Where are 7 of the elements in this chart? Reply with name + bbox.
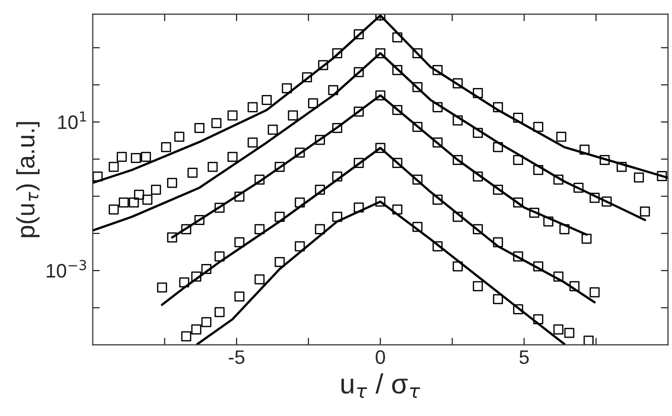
x-tick-label: -5 — [228, 350, 244, 364]
y-tick-label: 10$^{−3}$ — [46, 260, 86, 278]
x-tick-label: 0 — [376, 350, 385, 364]
x-tick-label: 5 — [520, 350, 529, 364]
x-axis-title: u$_{τ}$ / σ$_{τ}$ — [341, 373, 420, 398]
y-axis-title: p(u$_{τ}$) [a.u.] — [16, 122, 40, 238]
y-tick-label: 10$^{1}$ — [58, 112, 86, 130]
